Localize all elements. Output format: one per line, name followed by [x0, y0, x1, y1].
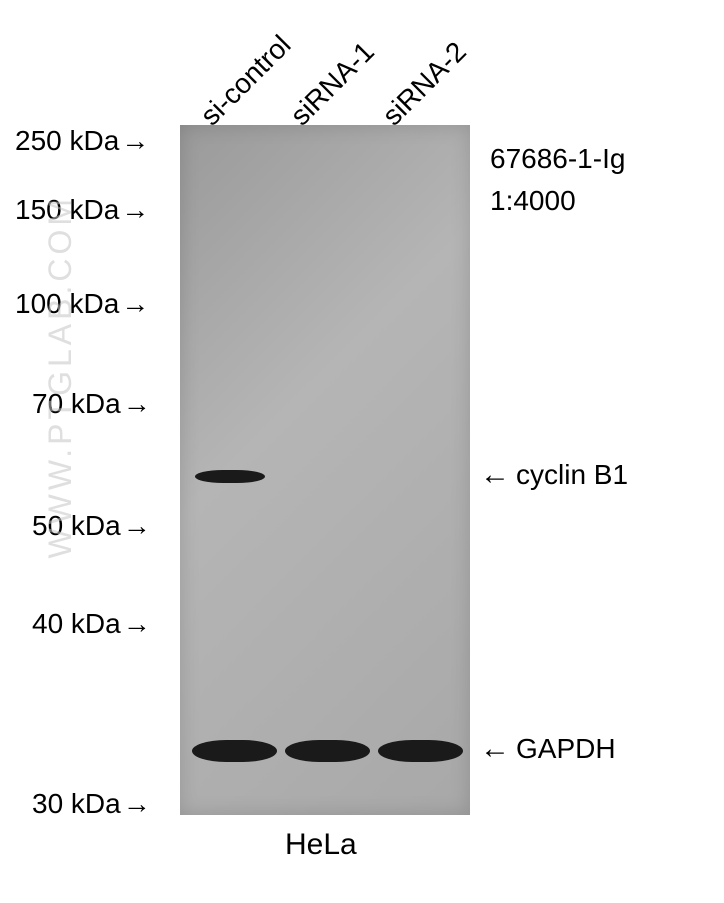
western-blot-figure: 250 kDa→ 150 kDa→ 100 kDa→ 70 kDa→ 50 kD… — [0, 0, 724, 903]
arrow-right-icon: → — [121, 194, 149, 226]
mw-label-text: 70 kDa — [32, 388, 121, 420]
band-gapdh-lane1 — [192, 740, 277, 762]
mw-label-text: 100 kDa — [15, 288, 119, 320]
lane-label-sirna-1: siRNA-1 — [284, 36, 380, 132]
mw-marker-250: 250 kDa→ — [15, 125, 149, 157]
arrow-right-icon: → — [123, 510, 151, 542]
arrow-left-icon: ← — [480, 458, 510, 492]
mw-label-text: 150 kDa — [15, 194, 119, 226]
protein-name: GAPDH — [516, 733, 616, 765]
mw-label-text: 40 kDa — [32, 608, 121, 640]
mw-label-text: 250 kDa — [15, 125, 119, 157]
arrow-right-icon: → — [123, 388, 151, 420]
antibody-info: 67686-1-Ig 1:4000 — [490, 138, 625, 222]
mw-label-text: 30 kDa — [32, 788, 121, 820]
band-cyclinb1-lane1 — [195, 470, 265, 483]
lane-label-sirna-2: siRNA-2 — [376, 36, 472, 132]
mw-marker-50: 50 kDa→ — [32, 510, 151, 542]
lane-label-si-control: si-control — [194, 29, 297, 132]
antibody-dilution: 1:4000 — [490, 180, 625, 222]
mw-marker-100: 100 kDa→ — [15, 288, 149, 320]
cell-line-label: HeLa — [285, 828, 357, 862]
mw-marker-150: 150 kDa→ — [15, 194, 149, 226]
band-gapdh-lane3 — [378, 740, 463, 762]
mw-label-text: 50 kDa — [32, 510, 121, 542]
arrow-right-icon: → — [123, 788, 151, 820]
blot-membrane — [180, 125, 470, 815]
mw-marker-40: 40 kDa→ — [32, 608, 151, 640]
arrow-right-icon: → — [121, 288, 149, 320]
watermark-text: WWW.PTGLAB.COM — [42, 195, 79, 559]
band-gapdh-lane2 — [285, 740, 370, 762]
antibody-catalog: 67686-1-Ig — [490, 138, 625, 180]
arrow-right-icon: → — [123, 608, 151, 640]
protein-label-cyclinb1: ←cyclin B1 — [480, 458, 628, 492]
arrow-left-icon: ← — [480, 732, 510, 766]
mw-marker-70: 70 kDa→ — [32, 388, 151, 420]
protein-name: cyclin B1 — [516, 459, 628, 491]
protein-label-gapdh: ←GAPDH — [480, 732, 616, 766]
arrow-right-icon: → — [121, 125, 149, 157]
mw-marker-30: 30 kDa→ — [32, 788, 151, 820]
